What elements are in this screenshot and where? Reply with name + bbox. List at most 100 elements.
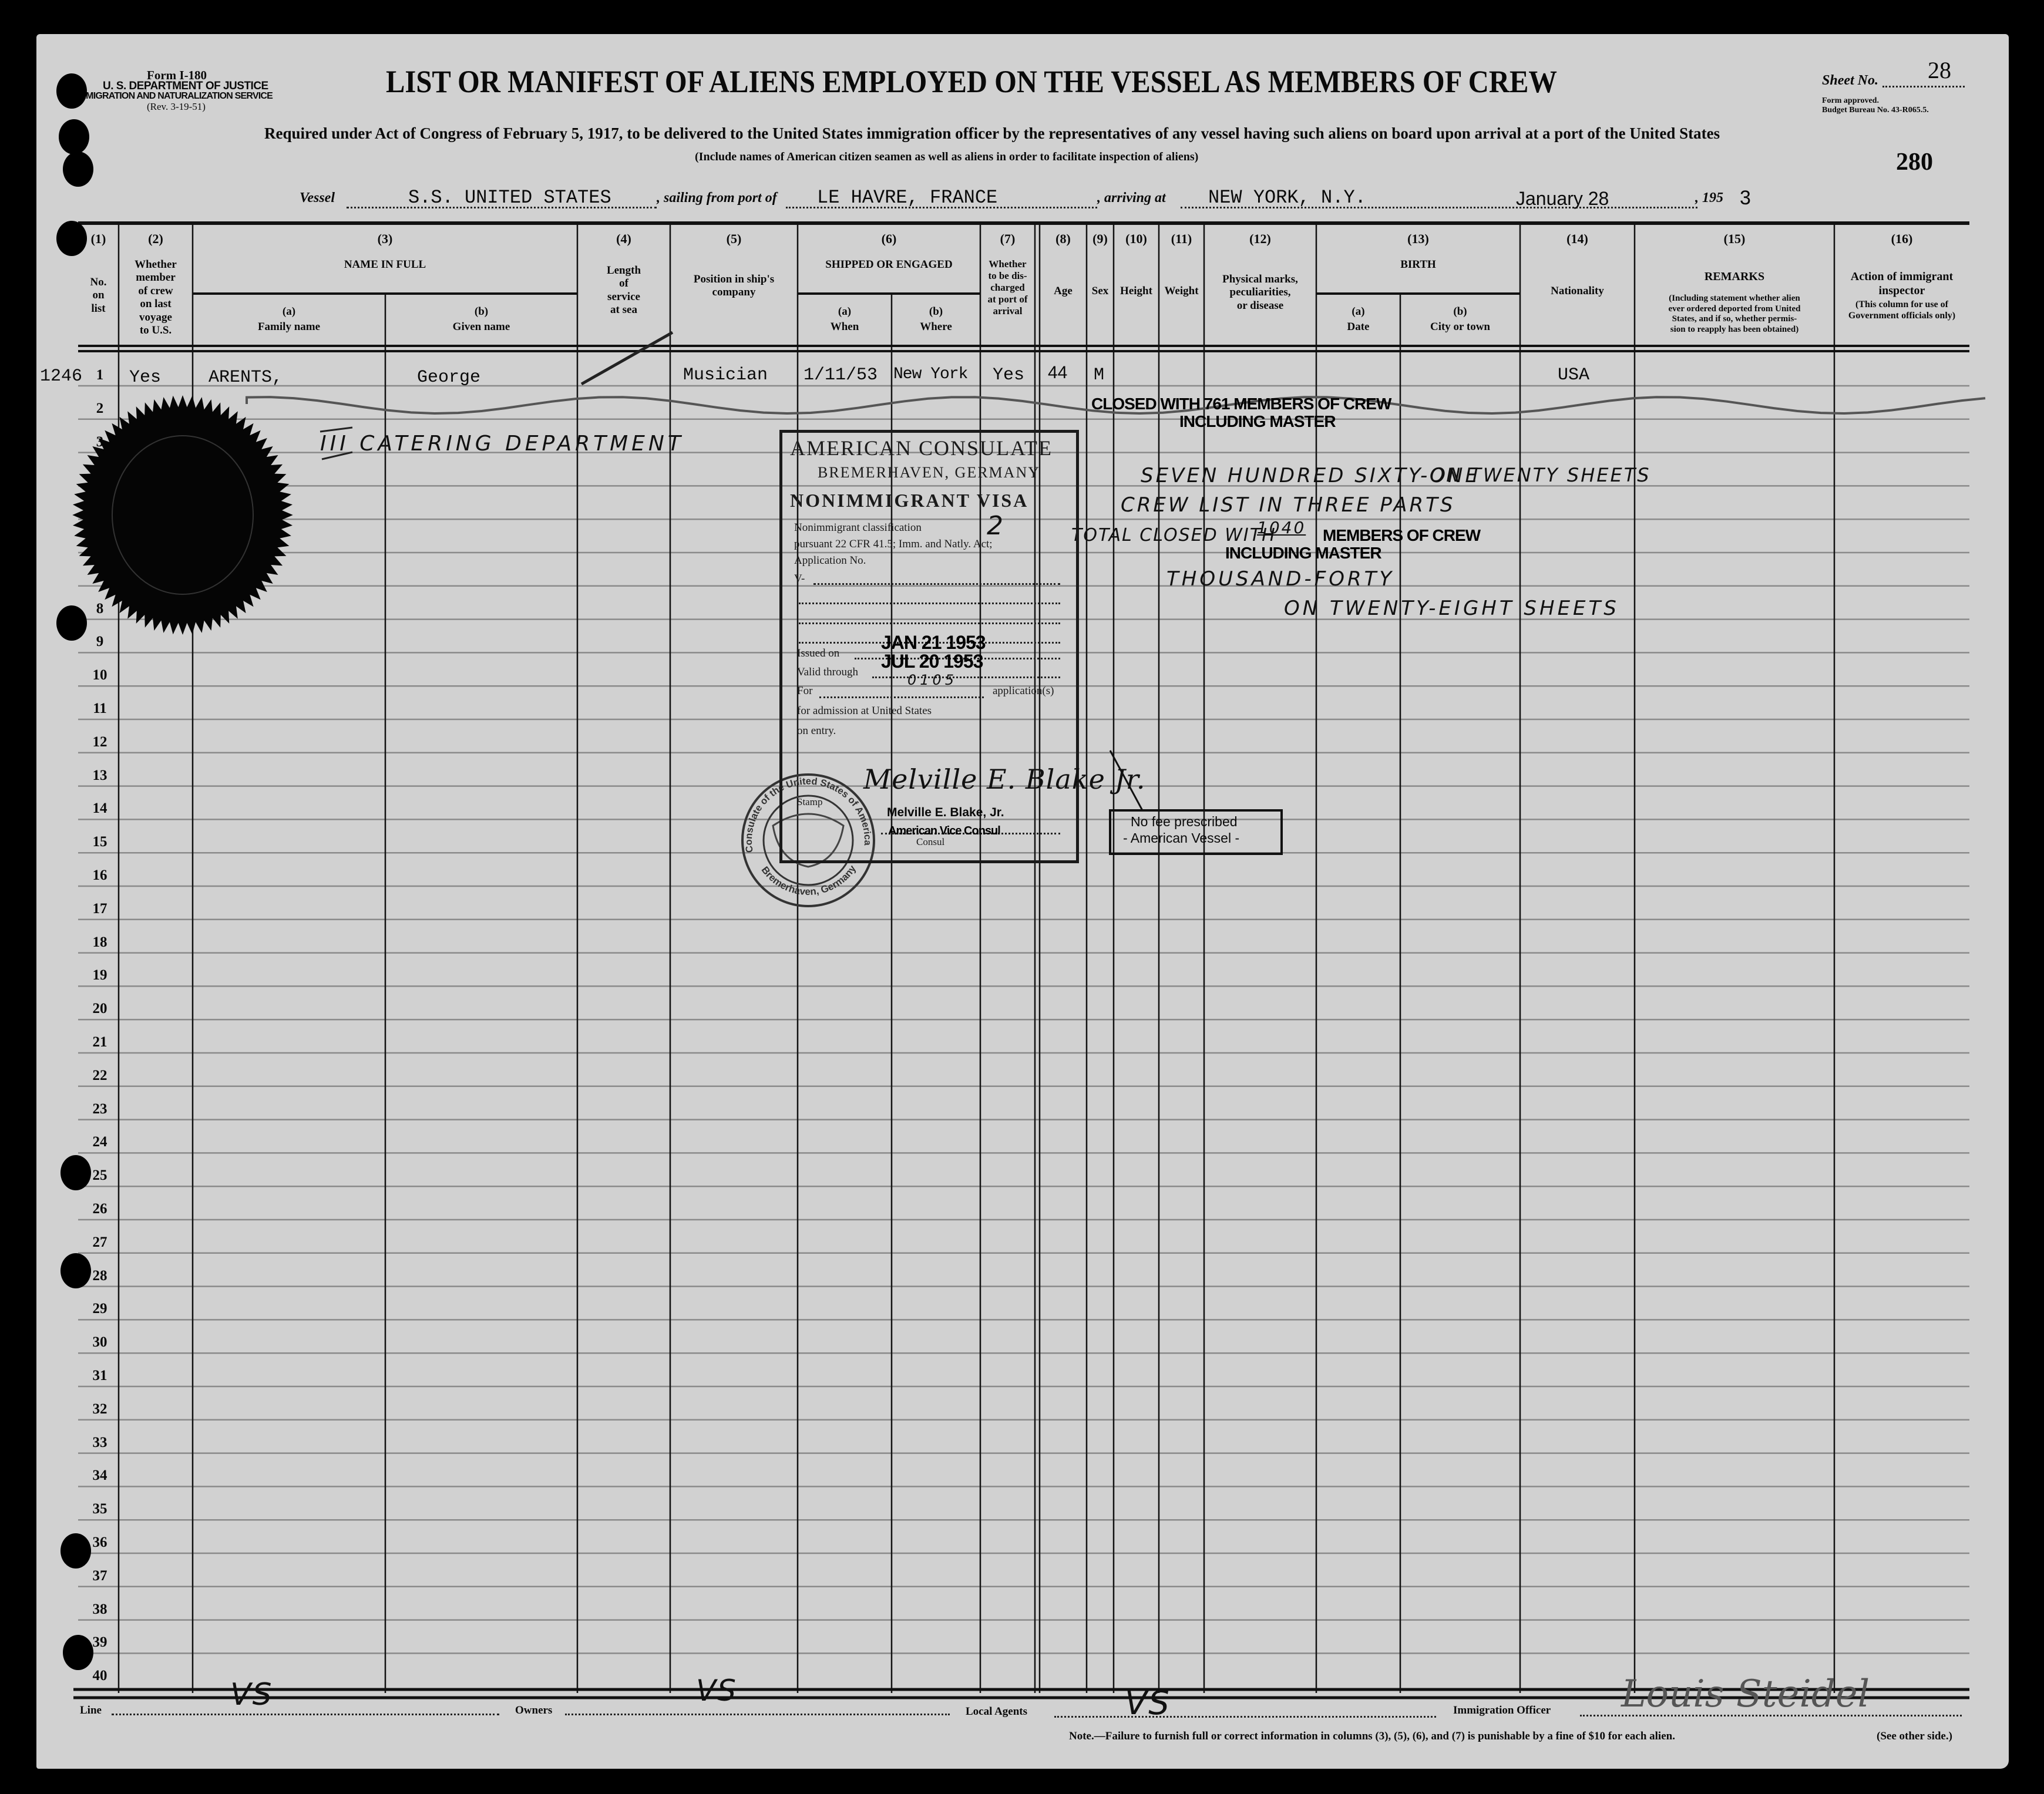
handwritten-department: III CATERING DEPARTMENT: [320, 432, 684, 456]
budget-bureau: Budget Bureau No. 43-R065.5.: [1822, 106, 1929, 115]
eagle-icon: [772, 813, 845, 868]
header-col-label: Physical marks, peculiarities, or diseas…: [1222, 273, 1298, 312]
handwritten-twenty-sheets: ON TWENTY SHEETS: [1430, 464, 1651, 486]
row-number: 31: [92, 1368, 107, 1384]
header-subcol: (b) City or town: [1400, 294, 1520, 345]
cell-shipped-where: New York: [893, 365, 968, 383]
header-subcol-label: When: [830, 321, 859, 333]
row-number: 30: [92, 1334, 107, 1350]
visa-type: NONIMMIGRANT VISA: [790, 490, 1029, 511]
header-col-label: Whether member of crew on last voyage to…: [135, 258, 177, 337]
header-col-label: Nationality: [1551, 285, 1604, 297]
cell-shipped-when: 1/11/53: [804, 365, 878, 385]
header-col-16: (16) Action of immigrant inspector (This c…: [1834, 223, 1969, 345]
header-col-number: (15): [1723, 231, 1746, 246]
arriving-leader: [1181, 207, 1697, 208]
visa-stamp-word: Stamp: [797, 796, 823, 807]
form-number: Form I-180: [147, 68, 207, 82]
visa-admission: for admission at United States: [797, 705, 932, 717]
header-col-3: (3) NAME IN FULL: [193, 223, 577, 345]
page-title: LIST OR MANIFEST OF ALIENS EMPLOYED ON T…: [386, 64, 1557, 99]
row-number: 35: [92, 1501, 107, 1517]
visa-consul-name: Melville E. Blake, Jr.: [887, 806, 1004, 819]
footer-agents-leader: [1054, 1716, 1436, 1718]
header-col-14: (14) Nationality: [1520, 223, 1635, 345]
header-subcol-label: Given name: [452, 321, 510, 333]
service: IMMIGRATION AND NATURALIZATION SERVICE: [76, 91, 273, 101]
visa-signature: Melville E. Blake Jr.: [863, 763, 1146, 795]
row-number: 11: [93, 701, 107, 716]
stamp-number: 280: [1896, 149, 1933, 176]
footer-line-label: Line: [80, 1704, 102, 1716]
header-col-label: REMARKS: [1704, 270, 1765, 283]
sheet-label: Sheet No.: [1822, 73, 1878, 88]
header-col-number: (16): [1891, 231, 1913, 246]
visa-leader: [799, 622, 1060, 624]
visa-entry: on entry.: [797, 725, 836, 737]
row-number: 24: [92, 1134, 107, 1150]
row-number: 33: [92, 1435, 107, 1450]
header-col-number: (13): [1407, 231, 1429, 246]
visa-stamp: [779, 430, 1079, 863]
margin-number: 1246: [40, 366, 83, 386]
visa-pursuant: pursuant 22 CFR 41.5; Imm. and Natly. Ac…: [794, 538, 993, 550]
vessel-value: S.S. UNITED STATES: [408, 187, 611, 208]
row-number: 36: [92, 1534, 107, 1550]
header-subcol: (b) Given name: [385, 294, 577, 345]
cell-nationality: USA: [1558, 365, 1590, 385]
visa-city: BREMERHAVEN, GERMANY: [818, 464, 1040, 481]
handwritten-twenty-eight-sheets: ON TWENTY-EIGHT SHEETS: [1284, 597, 1619, 620]
visa-leader: [881, 833, 1060, 834]
row-number: 14: [92, 800, 107, 816]
visa-leader: [819, 696, 984, 698]
row-number: 16: [92, 867, 107, 883]
row-number: 40: [92, 1668, 107, 1684]
row-number: 25: [92, 1167, 107, 1183]
header-col-label: Height: [1120, 285, 1152, 297]
row-number: 23: [92, 1101, 107, 1117]
header-col-number: (6): [881, 231, 897, 246]
visa-leader: [872, 676, 1060, 678]
header-col-4: (4) Length of service at sea: [577, 223, 670, 345]
footer-line-leader: [112, 1714, 499, 1715]
row-number: 20: [92, 1001, 107, 1017]
row-number: 8: [96, 601, 104, 617]
header-subcol: (a) When: [798, 294, 892, 345]
arriving-label: , arriving at: [1097, 190, 1166, 206]
department-underline: [320, 426, 353, 460]
header-subcol-number: (b): [1453, 305, 1467, 318]
row-number: 21: [92, 1034, 107, 1050]
row-number: 1: [96, 367, 104, 383]
length-of-service-slash: [580, 331, 674, 386]
header-col-label: Weight: [1164, 285, 1199, 297]
header-col-label: Length of service at sea: [606, 264, 641, 317]
header-subcol-number: (a): [282, 305, 296, 318]
header-col-number: (5): [726, 231, 742, 246]
row-number: 10: [92, 667, 107, 683]
header-col-9: (9) Sex: [1087, 223, 1114, 345]
row-number: 37: [92, 1568, 107, 1584]
visa-issued-label: Issued on: [797, 647, 840, 659]
row-number: 39: [92, 1634, 107, 1650]
header-col-12: (12) Physical marks, peculiarities, or di…: [1204, 223, 1316, 345]
header-col-label: Age: [1054, 285, 1073, 297]
row-number: 38: [92, 1601, 107, 1617]
total-count: 1040: [1257, 518, 1306, 537]
header-col-10: (10) Height: [1114, 223, 1159, 345]
header-col-15: (15) REMARKS (Including statement whether …: [1635, 223, 1834, 345]
cell-age: 44: [1048, 363, 1068, 382]
officer-signature: Louis Steidel: [1621, 1672, 1870, 1716]
header-col-note: (This column for use of Government offic…: [1848, 299, 1956, 321]
footer-officer-label: Immigration Officer: [1453, 1704, 1551, 1716]
header-col-1: (1) No. on list: [78, 223, 119, 345]
visa-leader: [799, 642, 1060, 644]
header-subcol-number: (a): [838, 305, 852, 318]
row-number: 27: [92, 1234, 107, 1250]
row-number: 4: [96, 467, 104, 483]
paper-sheet: [36, 34, 2009, 1769]
header-col-label: Whether to be dis- charged at port of ar…: [987, 258, 1028, 317]
header-subcol-number: (a): [1352, 305, 1365, 318]
footer-agents-label: Local Agents: [966, 1705, 1028, 1718]
header-col-number: (4): [616, 231, 631, 246]
header-col-number: (7): [1000, 231, 1016, 246]
